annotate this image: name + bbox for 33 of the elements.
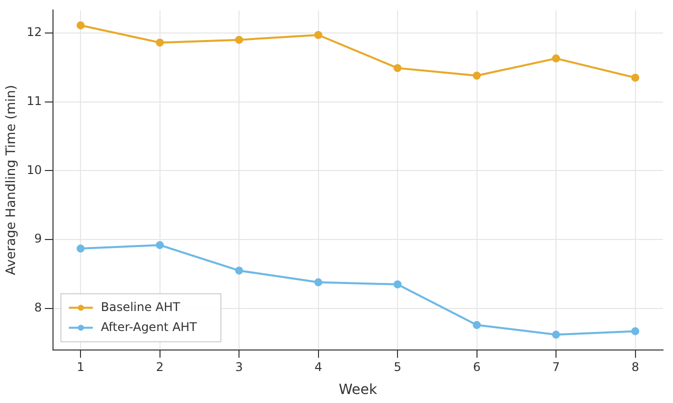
- point: [235, 266, 244, 275]
- x-tick-label: 5: [394, 360, 402, 374]
- point: [472, 321, 481, 329]
- point: [156, 38, 164, 47]
- point: [394, 280, 402, 288]
- legend-label: After-Agent AHT: [100, 320, 198, 334]
- point: [394, 64, 402, 72]
- point: [552, 54, 560, 62]
- point: [314, 278, 322, 286]
- x-tick-label: 4: [314, 360, 322, 374]
- point: [552, 330, 560, 339]
- point: [631, 74, 640, 82]
- point: [235, 36, 244, 44]
- point: [472, 72, 481, 80]
- x-tick-label: 1: [76, 360, 84, 374]
- point: [314, 31, 322, 39]
- x-tick-label: 2: [156, 360, 164, 374]
- point: [76, 21, 85, 30]
- x-axis-title: Week: [338, 382, 378, 398]
- point: [156, 241, 164, 250]
- x-tick-label: 8: [631, 360, 640, 374]
- x-tick-label: 7: [552, 360, 560, 374]
- y-tick-label: 12: [26, 25, 42, 40]
- legend-label: Baseline AHT: [100, 300, 181, 314]
- y-tick-label: 8: [34, 300, 42, 315]
- y-axis-title: Average Handling Time (min): [4, 84, 20, 276]
- y-tick-label: 9: [34, 232, 42, 246]
- y-tick-label: 10: [26, 162, 42, 177]
- x-tick-label: 6: [472, 360, 481, 374]
- point: [76, 244, 85, 253]
- y-tick-label: 11: [26, 94, 42, 108]
- point: [631, 327, 640, 336]
- x-tick-label: 3: [235, 360, 243, 374]
